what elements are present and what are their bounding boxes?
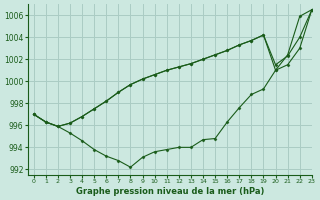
X-axis label: Graphe pression niveau de la mer (hPa): Graphe pression niveau de la mer (hPa) <box>76 187 264 196</box>
